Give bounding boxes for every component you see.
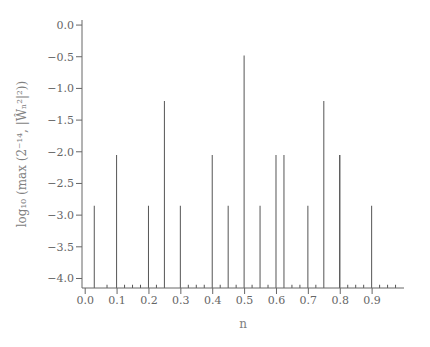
svg-text:0.2: 0.2	[140, 294, 158, 307]
svg-text:0.6: 0.6	[268, 294, 286, 307]
svg-text:0.0: 0.0	[57, 19, 75, 32]
svg-text:0.7: 0.7	[300, 294, 318, 307]
svg-text:0.4: 0.4	[204, 294, 222, 307]
svg-text:−3.0: −3.0	[47, 209, 74, 222]
svg-text:0.9: 0.9	[363, 294, 381, 307]
svg-text:n: n	[239, 317, 247, 331]
svg-text:0.8: 0.8	[331, 294, 349, 307]
svg-text:−4.0: −4.0	[47, 272, 74, 285]
svg-text:log₁₀ (max (2⁻¹⁴, |Ŵₙ²|²)): log₁₀ (max (2⁻¹⁴, |Ŵₙ²|²))	[14, 81, 29, 227]
svg-text:0.3: 0.3	[172, 294, 190, 307]
svg-text:0.0: 0.0	[76, 294, 94, 307]
svg-text:−3.5: −3.5	[47, 241, 74, 254]
svg-text:−2.0: −2.0	[47, 146, 74, 159]
svg-text:0.5: 0.5	[236, 294, 254, 307]
svg-text:−1.5: −1.5	[47, 114, 74, 127]
svg-text:0.1: 0.1	[108, 294, 126, 307]
svg-text:−2.5: −2.5	[47, 177, 74, 190]
svg-text:−1.0: −1.0	[47, 82, 74, 95]
svg-text:−0.5: −0.5	[47, 51, 74, 64]
